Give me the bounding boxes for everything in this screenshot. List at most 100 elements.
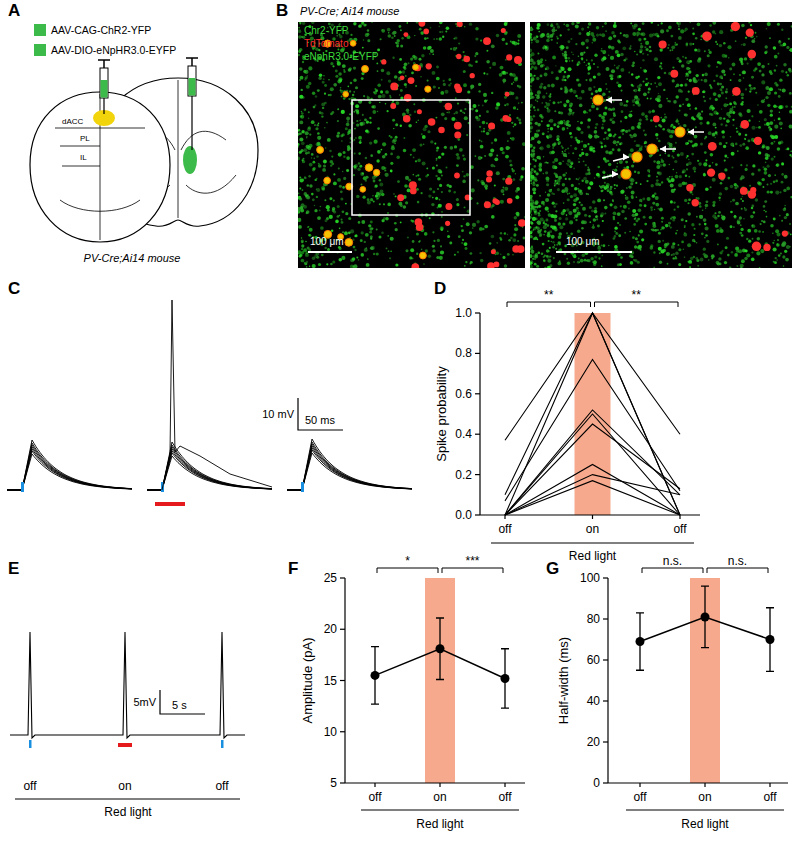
neuropil [588,135,592,139]
neuropil [412,240,415,243]
neuropil [562,222,565,225]
neuropil [656,160,660,164]
neuropil [304,108,307,111]
neuropil [338,77,342,81]
neuropil [559,70,562,73]
neuropil [480,40,482,42]
neuropil [394,35,396,37]
neuropil [483,93,487,97]
injection-label: AAV-DIO-eNpHR3.0-EYFP [51,44,176,56]
neuropil [670,200,673,203]
neuropil [537,140,540,143]
neuropil [626,187,628,189]
neuropil [770,109,773,112]
neuropil [306,196,310,200]
neuropil [463,158,466,161]
neuropil [432,245,435,248]
neuropil [530,171,533,175]
cell [486,177,492,183]
neuropil [656,176,658,178]
neuropil [500,254,501,255]
neuropil [418,178,421,181]
neuropil [625,130,628,133]
neuropil [386,247,388,249]
neuropil [484,100,487,103]
neuropil [353,91,355,93]
neuropil [341,221,344,224]
neuropil [496,252,499,255]
neuropil [704,100,706,102]
double-labeled-cell [350,40,356,46]
neuropil [299,120,303,124]
neuropil [725,97,727,99]
neuropil [486,50,488,52]
neuropil [640,183,642,185]
neuropil [672,150,675,153]
neuropil [348,129,351,132]
cell [400,75,405,80]
neuropil [353,66,356,69]
neuropil [364,248,368,252]
neuropil [405,176,409,180]
neuropil [613,218,616,221]
neuropil [478,83,481,86]
neuropil [638,126,642,130]
neuropil [510,237,513,240]
neuropil [405,86,407,88]
neuropil [397,39,400,42]
neuropil [326,263,328,265]
neuropil [389,95,391,97]
neuropil [417,159,421,163]
neuropil [330,113,333,116]
neuropil [580,121,583,124]
neuropil [586,32,590,36]
neuropil [306,136,308,138]
neuropil [441,31,443,33]
neuropil [556,42,558,44]
neuropil [379,179,381,181]
neuropil [575,43,577,45]
neuropil [429,53,431,55]
neuropil [655,196,659,200]
neuropil [433,85,436,88]
neuropil [732,119,734,121]
neuropil [342,231,344,233]
neuropil [332,260,335,263]
neuropil [544,230,547,233]
neuropil [502,187,504,189]
neuropil [663,89,665,91]
neuropil [634,51,635,52]
scale-label: 100 μm [310,236,344,247]
neuropil [299,95,303,99]
neuropil [298,156,300,160]
scale-bar [308,251,352,253]
neuropil [612,169,614,171]
neuropil [500,147,504,151]
neuropil [436,77,440,81]
neuropil [448,78,451,81]
neuropil [392,57,394,59]
neuropil [326,122,328,124]
neuropil [517,109,519,111]
neuropil [425,249,428,252]
neuropil [420,76,422,78]
neuropil [450,146,454,150]
neuropil [614,188,616,190]
neuropil [440,91,444,95]
neuropil [342,186,345,189]
neuropil [646,180,648,182]
neuropil [670,184,674,188]
neuropil [421,249,423,251]
neuropil [385,103,387,105]
neuropil [462,239,464,241]
neuropil [548,213,552,217]
neuropil [398,71,401,74]
neuropil [678,263,681,266]
neuropil [594,255,597,258]
neuropil [570,195,573,198]
neuropil [419,143,422,146]
neuropil [537,52,539,54]
neuropil [630,22,632,24]
neuropil [642,22,645,25]
cell [445,103,452,110]
